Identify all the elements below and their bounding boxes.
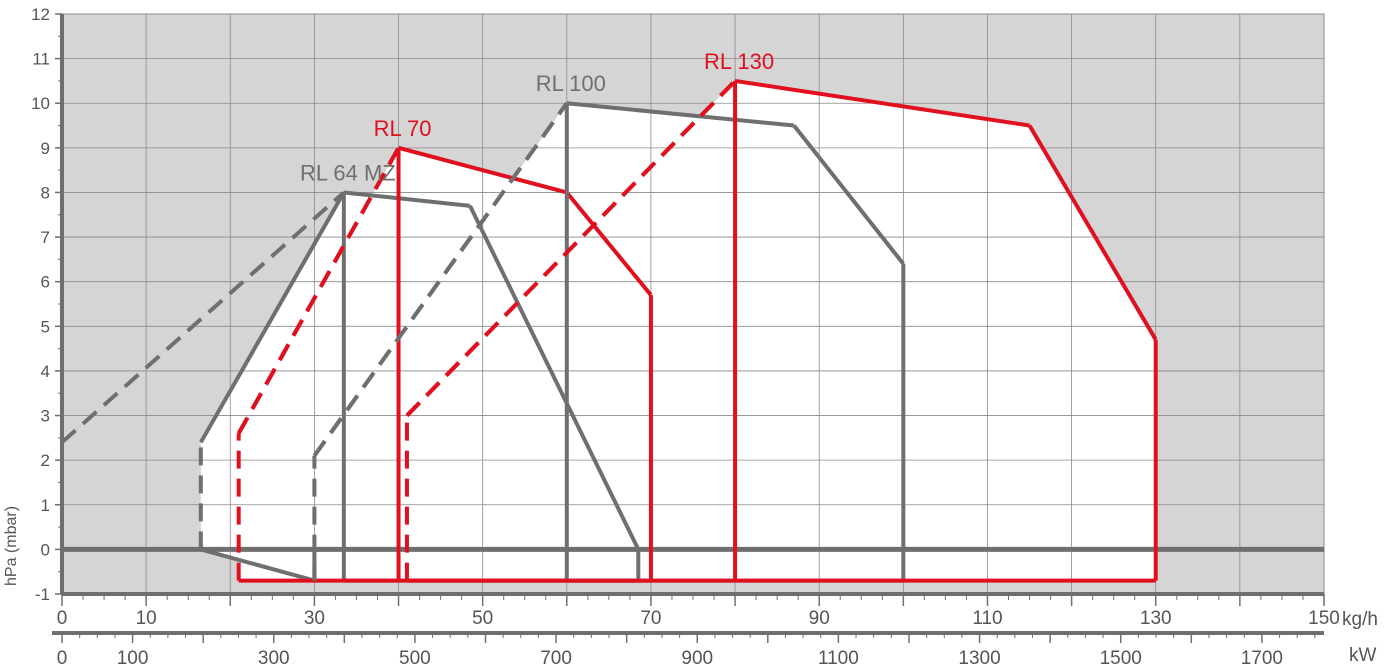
series-label: RL 70 [374, 116, 432, 141]
x-tick-label-primary: 90 [809, 608, 830, 629]
x-axis-secondary: 0 100 300 500 700 900 1100 1300 1500 1700 [52, 631, 1324, 669]
x-tick-label-primary: 110 [972, 608, 1002, 629]
y-tick-label: 2 [41, 451, 50, 470]
y-tick-label: 0 [41, 540, 50, 559]
series-2-segment [566, 101, 795, 128]
series-1-segment [398, 145, 568, 195]
x-tick-label-secondary: 0 [57, 648, 68, 669]
x-tick-label-primary: 10 [136, 608, 157, 629]
x-tick-label-secondary: 500 [399, 648, 431, 669]
y-tick-label: 1 [41, 496, 50, 515]
x-unit-primary: kg/h [1342, 609, 1378, 630]
y-tick-label: 4 [41, 362, 50, 381]
x-tick-label-secondary: 1700 [1241, 648, 1283, 669]
x-tick-label-primary: 50 [472, 608, 493, 629]
x-tick-label-primary: 150 [1308, 608, 1340, 629]
y-tick-label: 7 [41, 228, 50, 247]
series-3-segment [1027, 124, 1158, 341]
y-tick-label: 11 [32, 50, 50, 69]
y-tick-label: 8 [41, 183, 50, 202]
burner-curves [60, 78, 1158, 583]
x-tick-label-primary: 130 [1140, 608, 1172, 629]
series-label: RL 100 [536, 71, 606, 96]
x-tick-label-secondary: 300 [258, 648, 290, 669]
series-0-segment [343, 190, 471, 208]
x-tick-label-primary: 30 [304, 608, 325, 629]
y-tick-label: -1 [35, 585, 50, 604]
y-tick-label: 9 [41, 139, 50, 158]
series-label: RL 64 MZ [300, 160, 396, 185]
y-tick-label: 10 [31, 94, 50, 113]
series-labels: RL 64 MZ RL 70 RL 100 RL 130 [300, 49, 774, 186]
series-0-dashed [60, 190, 346, 444]
x-tick-label-secondary: 1500 [1100, 648, 1142, 669]
series-label: RL 130 [704, 49, 774, 74]
x-tick-label-secondary: 700 [540, 648, 572, 669]
x-tick-label-secondary: 900 [681, 648, 713, 669]
series-0-segment [200, 547, 315, 583]
x-tick-label-secondary: 100 [117, 648, 149, 669]
series-3-segment [734, 78, 1030, 128]
y-tick-label: 6 [41, 273, 50, 292]
series-0-segment [468, 204, 641, 551]
y-tick-label: 3 [41, 407, 50, 426]
x-unit-secondary: kW [1349, 645, 1377, 666]
x-axis-primary: 0 10 30 50 70 90 110 130 150 [57, 592, 1340, 629]
working-field-areas [200, 80, 1156, 581]
y-tick-label: 5 [41, 317, 50, 336]
x-tick-label-secondary: 1300 [958, 648, 1000, 669]
y-axis-label: hPa (mbar) [3, 506, 20, 586]
series-2-dashed [312, 102, 569, 457]
series-3 [404, 78, 1158, 583]
x-tick-label-secondary: 1100 [818, 648, 859, 669]
x-tick-label-primary: 70 [640, 608, 661, 629]
series-1-segment [565, 191, 653, 297]
x-tick-label-primary: 0 [57, 608, 68, 629]
series-2 [312, 101, 906, 583]
series-2-segment [792, 124, 905, 266]
y-tick-label: 12 [31, 5, 50, 24]
series-3-dashed [405, 79, 737, 417]
series-0-segment [199, 191, 346, 444]
